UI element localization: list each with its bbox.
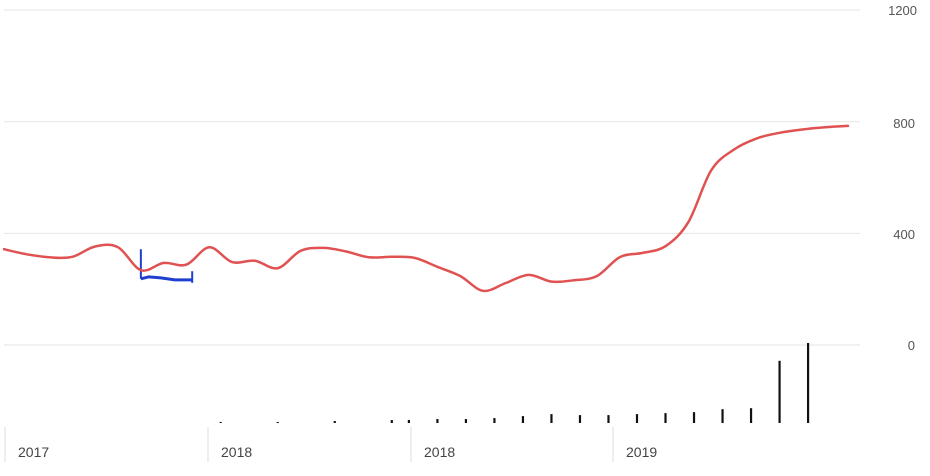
- line-layer: [2, 124, 850, 293]
- x-tick-label: 2019: [626, 444, 657, 460]
- x-axis: 2017 2018 2018 2019: [18, 444, 657, 460]
- volume-layer: [219, 343, 810, 423]
- annotation-layer: [139, 249, 194, 283]
- x-tick-label: 2017: [18, 444, 49, 460]
- annotation-bracket-line: [140, 275, 193, 282]
- price-series-line: [2, 124, 850, 293]
- y-axis: 1200 800 400 0: [888, 3, 917, 353]
- y-tick-label: 400: [893, 227, 915, 242]
- x-tick-label: 2018: [221, 444, 252, 460]
- y-tick-label: 800: [893, 116, 915, 131]
- y-tick-label: 0: [908, 338, 915, 353]
- y-tick-label: 1200: [888, 3, 917, 18]
- grid-layer: [4, 9, 860, 462]
- x-tick-label: 2018: [424, 444, 455, 460]
